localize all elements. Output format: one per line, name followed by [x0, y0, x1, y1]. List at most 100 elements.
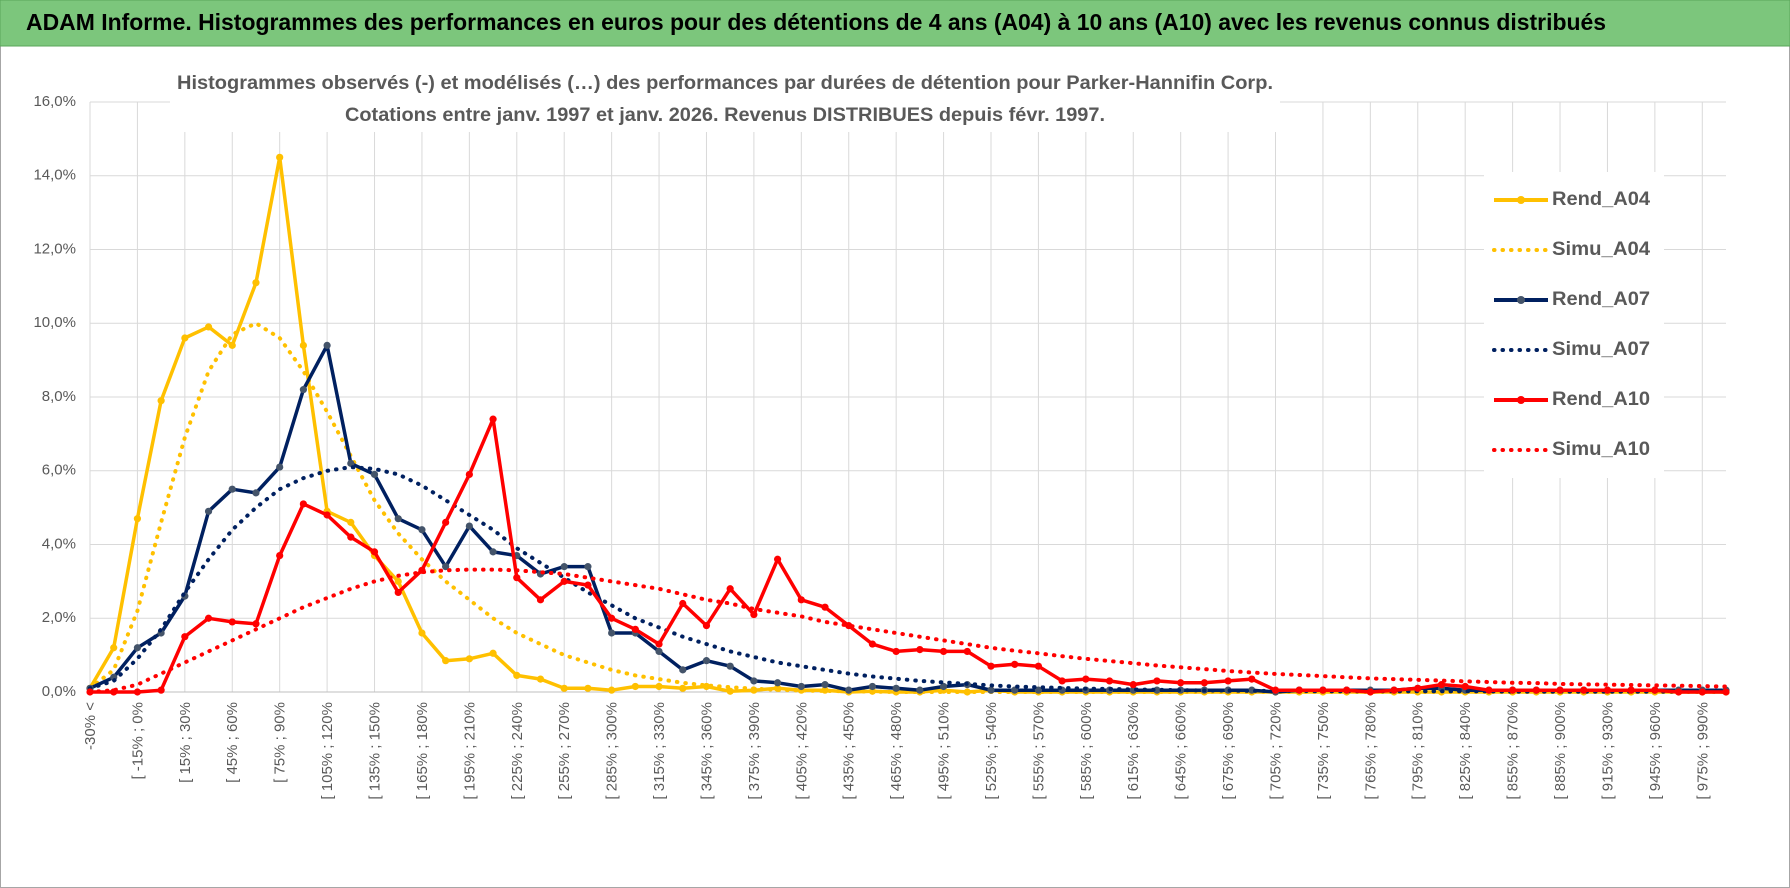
legend-label: Rend_A07: [1552, 289, 1650, 310]
chart-subtitle: Cotations entre janv. 1997 et janv. 2026…: [345, 105, 1105, 126]
point: [442, 657, 450, 665]
point: [442, 563, 450, 571]
point: [299, 500, 307, 508]
point: [1437, 681, 1446, 689]
chart-title: Histogrammes observés (-) et modélisés (…: [177, 73, 1273, 94]
point: [181, 633, 189, 641]
point: [347, 459, 355, 467]
point: [394, 515, 402, 523]
point: [489, 548, 497, 556]
point: [1414, 684, 1422, 692]
point: [939, 647, 948, 656]
point: [892, 647, 900, 656]
point: [394, 577, 402, 585]
point: [1532, 686, 1540, 694]
point: [1651, 686, 1659, 694]
x-tick-label: [ 465% ; 480%: [888, 702, 905, 800]
point: [821, 686, 829, 694]
series-line: [88, 465, 1728, 694]
legend-label: Simu_A10: [1552, 439, 1650, 460]
point: [702, 622, 711, 630]
point: [418, 526, 426, 534]
point: [1153, 677, 1161, 685]
point: [655, 647, 663, 656]
point: [276, 551, 284, 560]
point: [1485, 686, 1493, 694]
y-tick-label: 8,0%: [42, 388, 76, 405]
point: [370, 470, 379, 479]
point: [442, 518, 450, 526]
y-tick-label: 16,0%: [33, 93, 76, 110]
x-tick-label: [ 555% ; 570%: [1030, 702, 1047, 800]
x-tick-label: [ 225% ; 240%: [509, 702, 526, 800]
legend-marker: [1517, 396, 1525, 404]
legend-label: Rend_A10: [1552, 389, 1650, 410]
title-bg: [170, 68, 1280, 132]
point: [1082, 675, 1090, 683]
point: [465, 655, 473, 663]
legend-bg: [1484, 172, 1664, 478]
point: [1105, 677, 1114, 685]
legend-marker: [1517, 296, 1525, 304]
x-tick-label: [ 315% ; 330%: [651, 702, 668, 800]
x-tick-label: [ 585% ; 600%: [1078, 702, 1095, 800]
point: [679, 599, 687, 608]
header-bar: [0, 0, 1790, 47]
point: [750, 610, 758, 619]
legend-label: Simu_A07: [1552, 339, 1650, 360]
series-line: [88, 567, 1728, 694]
point: [679, 684, 687, 692]
legend-label: Simu_A04: [1552, 239, 1650, 260]
point: [608, 686, 616, 694]
point: [560, 684, 568, 692]
point: [584, 684, 592, 692]
x-tick-label: [ 825% ; 840%: [1457, 702, 1474, 800]
x-tick-label: [ 105% ; 120%: [319, 702, 336, 800]
x-tick-label: [ 165% ; 180%: [414, 702, 431, 800]
point: [916, 645, 924, 654]
point: [702, 657, 711, 665]
x-tick-label: [ 135% ; 150%: [366, 702, 383, 800]
point: [1011, 660, 1019, 668]
point: [797, 682, 805, 691]
point: [963, 647, 971, 656]
point: [228, 618, 236, 626]
point: [299, 341, 307, 349]
x-tick-label: [ 765% ; 780%: [1362, 702, 1379, 800]
point: [821, 681, 829, 689]
point: [252, 620, 260, 628]
point: [465, 470, 473, 479]
x-tick-label: [ 915% ; 930%: [1599, 702, 1616, 800]
point: [536, 596, 545, 604]
x-tick-label: [ -15% ; 0%: [129, 702, 146, 780]
point: [1153, 686, 1161, 694]
point: [631, 682, 639, 691]
point: [1177, 679, 1185, 687]
x-tick-label: [ 795% ; 810%: [1410, 702, 1427, 800]
point: [1129, 681, 1137, 689]
point: [1627, 686, 1635, 694]
point: [821, 603, 829, 611]
point: [513, 671, 521, 680]
x-tick-label: [ 615% ; 630%: [1125, 702, 1142, 800]
y-tick-label: 4,0%: [42, 535, 76, 552]
point: [204, 323, 213, 331]
point: [608, 614, 616, 622]
point: [750, 677, 758, 685]
point: [1271, 686, 1280, 694]
x-tick-label: [ 885% ; 900%: [1552, 702, 1569, 800]
point: [252, 279, 260, 287]
point: [157, 397, 165, 405]
point: [1390, 686, 1398, 694]
point: [1698, 688, 1706, 696]
y-tick-label: 10,0%: [33, 314, 76, 331]
point: [110, 644, 118, 652]
x-tick-label: [ 705% ; 720%: [1267, 702, 1284, 800]
point: [892, 684, 900, 692]
point: [560, 563, 568, 571]
point: [323, 511, 331, 519]
header-title: ADAM Informe. Histogrammes des performan…: [26, 9, 1606, 35]
point: [797, 596, 805, 604]
x-tick-label: [ 375% ; 390%: [746, 702, 763, 800]
